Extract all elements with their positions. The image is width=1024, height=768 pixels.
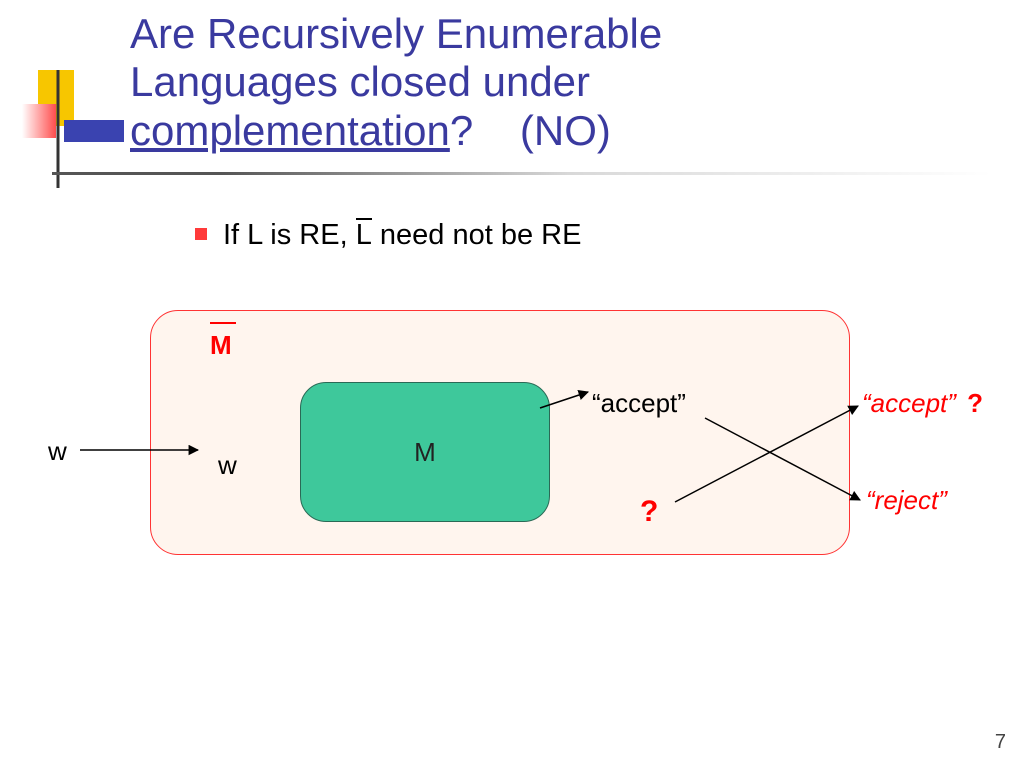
page-number: 7: [995, 731, 1006, 754]
diagram-arrows: [40, 300, 1000, 600]
title-answer: (NO): [520, 107, 611, 154]
title-line1: Are Recursively Enumerable: [130, 10, 662, 57]
title-underline-rule: [52, 172, 992, 175]
title-line2: Languages closed under: [130, 58, 590, 105]
slide-title: Are Recursively Enumerable Languages clo…: [130, 10, 930, 155]
bullet-overline-L: L: [356, 218, 372, 250]
title-underlined: complementation: [130, 107, 450, 154]
bullet-item: If L is RE, L need not be RE: [195, 218, 581, 250]
machine-diagram: M M w w “accept” ? “accept” ? “reject”: [40, 300, 1000, 600]
bullet-marker-icon: [195, 228, 207, 240]
bullet-pre: If L is RE,: [223, 219, 356, 251]
title-qmark: ?: [450, 107, 473, 154]
title-text: Are Recursively Enumerable Languages clo…: [130, 10, 930, 155]
bullet-post: need not be RE: [372, 219, 582, 251]
bullet-text: If L is RE, L need not be RE: [223, 218, 581, 250]
